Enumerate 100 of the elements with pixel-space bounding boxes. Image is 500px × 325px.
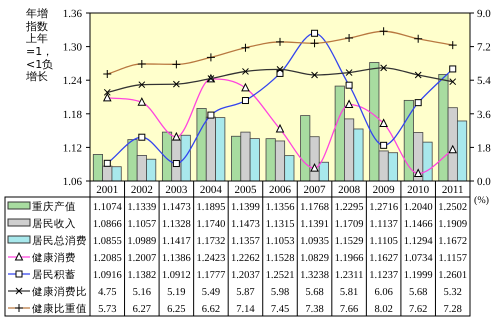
- legend-label: 重庆产值: [32, 200, 76, 213]
- data-label: 1.1672: [438, 236, 468, 247]
- data-label: 1.1768: [300, 202, 329, 213]
- data-label: 5.73: [98, 304, 116, 315]
- data-label: 1.1399: [231, 202, 260, 213]
- data-label: 8.02: [374, 304, 393, 315]
- data-label: 1.1777: [196, 270, 226, 281]
- y-axis-title: 年增指数上年=1，<1负增长: [26, 7, 54, 84]
- data-label: 7.62: [408, 304, 428, 315]
- data-label: 7.38: [305, 304, 324, 315]
- x-tick-label: 2011: [442, 184, 464, 196]
- data-label: 1.1339: [127, 202, 156, 213]
- data-label: 1.1137: [369, 219, 398, 230]
- data-label: 6.06: [374, 287, 393, 298]
- data-label: 5.98: [270, 287, 290, 298]
- data-label: 6.25: [167, 304, 186, 315]
- data-label: 1.1382: [127, 270, 156, 281]
- data-label: 1.1473: [162, 202, 191, 213]
- data-label: 1.2085: [92, 253, 122, 264]
- data-label: 4.75: [98, 287, 116, 298]
- data-label: 1.2311: [334, 270, 364, 281]
- data-label: 1.1105: [369, 236, 398, 247]
- data-label: 5.68: [305, 287, 324, 298]
- y-tick-label: 1.30: [62, 42, 82, 54]
- y-tick-label: 1.12: [62, 142, 82, 154]
- data-label: 1.1732: [196, 236, 226, 247]
- legend-label: 居民总消费: [32, 234, 87, 247]
- y2-tick-label: 5.4: [477, 75, 492, 88]
- data-label: 1.1466: [404, 219, 433, 230]
- data-label: 5.49: [202, 287, 220, 298]
- x-tick-label: 2006: [269, 184, 292, 196]
- y2-axis-title: (%): [474, 195, 489, 206]
- y-tick-label: 1.36: [62, 8, 82, 20]
- data-label: 1.1473: [231, 219, 260, 230]
- data-label: 1.0912: [162, 270, 191, 281]
- data-label: 6.62: [202, 304, 220, 315]
- data-label: 1.2521: [266, 270, 294, 281]
- x-tick-label: 2003: [165, 184, 188, 196]
- data-label: 7.66: [340, 304, 358, 315]
- data-label: 1.1057: [127, 219, 156, 230]
- y-tick-label: 1.06: [62, 176, 82, 188]
- data-label: 1.1709: [334, 219, 364, 230]
- data-label: 5.81: [340, 287, 358, 298]
- data-label: 1.3238: [300, 270, 329, 281]
- y-tick-label: 1.24: [62, 75, 82, 88]
- data-label: 1.1356: [266, 202, 294, 213]
- data-label: 7.14: [236, 304, 256, 315]
- data-label: 1.2295: [334, 202, 364, 213]
- data-label: 1.1315: [266, 219, 294, 230]
- legend-label: 健康消费比: [32, 285, 87, 298]
- data-label: 1.0935: [300, 236, 329, 247]
- x-tick-label: 2007: [304, 184, 326, 196]
- data-label: 1.1740: [196, 219, 226, 230]
- x-tick-label: 2008: [338, 184, 361, 196]
- x-tick-label: 2009: [372, 184, 396, 196]
- y-tick-label: 1.18: [62, 108, 82, 121]
- legend-label: 居民收入: [32, 217, 76, 230]
- data-label: 5.87: [236, 287, 255, 298]
- data-label: 1.2262: [231, 253, 260, 264]
- y2-tick-label: 3.6: [477, 108, 492, 121]
- x-tick-label: 2010: [407, 184, 430, 196]
- x-tick-label: 2001: [96, 184, 118, 196]
- data-label: 1.1999: [404, 270, 433, 281]
- x-tick-label: 2002: [130, 184, 153, 196]
- data-label: 1.1053: [266, 236, 294, 247]
- data-label: 1.1386: [162, 253, 191, 264]
- data-label: 7.28: [444, 304, 462, 315]
- data-label: 1.0829: [300, 253, 329, 264]
- data-label: 1.0916: [92, 270, 122, 281]
- data-label: 1.1528: [266, 253, 294, 264]
- data-label: 1.2423: [196, 253, 226, 264]
- data-label: 1.1627: [369, 253, 398, 264]
- legend-label: 居民积蓄: [32, 268, 76, 281]
- data-label: 1.1328: [162, 219, 191, 230]
- data-label: 1.1294: [404, 236, 434, 247]
- data-label: 1.2007: [127, 253, 156, 264]
- data-label: 1.1391: [300, 219, 329, 230]
- data-label: 1.1966: [334, 253, 364, 264]
- data-label: 1.0866: [92, 219, 122, 230]
- data-label: 5.32: [444, 287, 462, 298]
- x-tick-label: 2005: [234, 184, 257, 196]
- y2-tick-label: 7.2: [477, 42, 491, 54]
- y2-tick-label: 9.0: [477, 8, 492, 20]
- y2-tick-label: 1.8: [477, 142, 492, 154]
- legend-label: 健康消费: [32, 251, 76, 264]
- data-label: 1.1237: [369, 270, 398, 281]
- data-label: 1.0855: [92, 236, 122, 247]
- data-label: 1.0989: [127, 236, 156, 247]
- data-label: 1.1895: [196, 202, 226, 213]
- data-label: 1.1417: [162, 236, 191, 247]
- data-label: 5.68: [408, 287, 428, 298]
- data-label: 1.0734: [404, 253, 434, 264]
- data-label: 1.2502: [438, 202, 468, 213]
- data-label: 7.45: [270, 304, 290, 315]
- data-label: 5.19: [167, 287, 186, 298]
- data-label: 5.16: [132, 287, 152, 298]
- data-label: 1.1157: [438, 253, 467, 264]
- data-label: 1.2037: [231, 270, 260, 281]
- data-label: 1.1529: [334, 236, 364, 247]
- data-label: 6.27: [132, 304, 152, 315]
